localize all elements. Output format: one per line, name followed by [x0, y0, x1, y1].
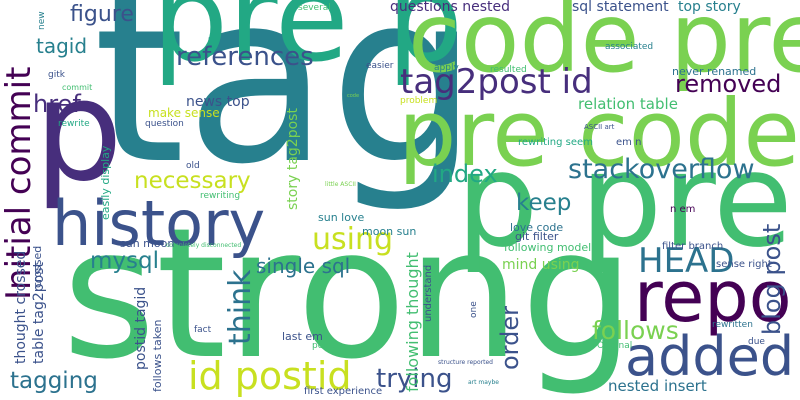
- word-apply: apply: [434, 63, 459, 73]
- word-commit: commit: [62, 83, 93, 92]
- word-associated: associated: [605, 42, 654, 52]
- word-tag2post-id: tag2post id: [400, 62, 593, 102]
- word-rewriting: rewriting: [200, 191, 241, 201]
- word-href: href: [33, 90, 81, 118]
- word-follows-taken: follows taken: [151, 319, 164, 392]
- word-code-pre: code pre: [408, 0, 800, 94]
- word-postid-tagid: postid tagid: [133, 286, 149, 370]
- word-sql-statement: sql statement: [572, 0, 669, 15]
- word-new: new: [37, 11, 47, 30]
- word-never-renamed: never renamed: [672, 65, 757, 78]
- word-make-sense: make sense: [148, 106, 220, 120]
- word-follows: follows: [592, 316, 679, 345]
- word-completely-disconnected: completely disconnected: [166, 242, 242, 249]
- word-pre-code: pre code: [398, 80, 800, 187]
- word-following-model: following model: [504, 241, 592, 254]
- word-think: think: [223, 269, 258, 346]
- word-thought-crossed: thought crossed: [13, 250, 29, 364]
- word-mind-using: mind using: [502, 257, 580, 273]
- word-tag: tag: [93, 0, 479, 216]
- word-references: references: [176, 42, 314, 72]
- word-love-code: love code: [510, 221, 564, 234]
- word-trying: trying: [376, 364, 453, 394]
- word-gitk: gitk: [48, 70, 65, 80]
- word-rewrite: rewrite: [58, 119, 90, 129]
- word-relation-table: relation table: [578, 95, 678, 113]
- word-story-tag2post: story tag2post: [285, 108, 301, 210]
- word-mysql: mysql: [90, 248, 159, 274]
- word-figure: figure: [70, 2, 134, 27]
- word-several: several: [298, 3, 331, 13]
- word-resulted: resulted: [490, 65, 527, 75]
- word-rewriting-seem: rewriting seem: [518, 137, 593, 148]
- word-using: using: [312, 222, 394, 257]
- word-order: order: [496, 306, 524, 370]
- word-necessary: necessary: [134, 168, 251, 194]
- word-stackoverflow: stackoverflow: [568, 154, 755, 185]
- word-one: one: [469, 301, 479, 318]
- word-filter-branch: filter branch: [662, 241, 724, 252]
- word-id-postid: id postid: [188, 354, 352, 398]
- word-due: due: [748, 337, 765, 347]
- word-index: index: [432, 160, 498, 188]
- word-nested-insert: nested insert: [608, 377, 707, 395]
- word-art-maybe: art maybe: [468, 379, 499, 386]
- word-sun-moon: sun moon: [120, 237, 175, 250]
- word-sense-right: sense right: [716, 259, 772, 270]
- word-point: point: [312, 341, 335, 351]
- word-questions-nested: questions nested: [390, 0, 510, 15]
- word-top-story: top story: [678, 0, 741, 15]
- word-following-thought: following thought: [403, 252, 422, 392]
- word-moon-sun: moon sun: [362, 225, 417, 238]
- word-question: question: [145, 119, 184, 129]
- word-single-sql: single sql: [256, 254, 351, 278]
- word-news-top: news top: [186, 94, 250, 110]
- word-old: old: [186, 161, 200, 171]
- word-removed: removed: [675, 70, 782, 98]
- word-history: history: [52, 187, 266, 260]
- word-little-ascii: little ASCII: [325, 181, 356, 188]
- word-last-em: last em: [282, 330, 323, 343]
- word-git-filter: git filter: [515, 230, 559, 243]
- word-sun-love: sun love: [318, 211, 365, 224]
- word-em-n: em n: [616, 137, 642, 148]
- word-keep: keep: [516, 190, 572, 216]
- word-p: p: [34, 50, 123, 213]
- word-crossed: crossed: [31, 245, 44, 288]
- word-understand: understand: [423, 264, 434, 322]
- word-easier: easier: [366, 61, 394, 71]
- word-blog-post: blog post: [758, 223, 786, 335]
- word-easily-display: easily display: [99, 145, 112, 220]
- word-ascii-art: ASCII art: [584, 123, 615, 131]
- word-strong: strong: [62, 190, 635, 399]
- word-n-em: n em: [670, 204, 696, 215]
- word-problem: problem: [400, 96, 438, 106]
- word-repo: repo: [634, 256, 792, 338]
- word-p-pre: p pre: [456, 124, 793, 276]
- word-structure-reported: structure reported: [438, 359, 493, 366]
- word-tagging: tagging: [10, 368, 98, 394]
- word-added: added: [625, 325, 795, 388]
- word-original: Original: [597, 341, 633, 351]
- word-fact: fact: [194, 325, 212, 335]
- word-tagid: tagid: [36, 34, 88, 58]
- word-head: HEAD: [638, 241, 735, 281]
- word-code-small: code: [347, 93, 360, 99]
- word-rewritten: rewritten: [712, 320, 753, 330]
- word-pre-p: pre p: [152, 0, 464, 89]
- word-first-experience: first experience: [304, 386, 383, 397]
